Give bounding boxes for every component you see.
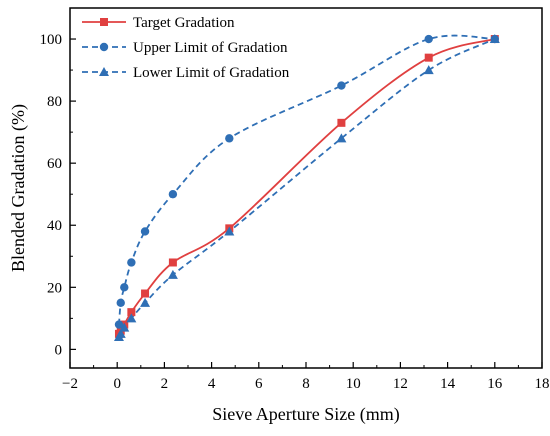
legend-upper-limit-of-gradation-marker <box>99 42 109 52</box>
y-tick-label: 40 <box>47 218 62 234</box>
upper-limit-of-gradation-point <box>140 227 150 236</box>
lower-limit-of-gradation-line <box>118 38 496 338</box>
axis-ticks: −2 0 2 4 6 8 10 12 14 16 18 0 20 40 60 80 100 <box>40 32 550 392</box>
x-tick-label: 16 <box>487 376 503 392</box>
x-axis-title: Sieve Aperture Size (mm) <box>212 404 399 425</box>
upper-limit-of-gradation-point <box>120 283 129 292</box>
target-gradation-point <box>168 258 177 267</box>
y-tick-label: 20 <box>47 280 62 296</box>
target-gradation-line <box>118 38 496 335</box>
legend: Target Gradation Upper Limit of Gradation… <box>82 15 290 81</box>
plot-frame <box>69 7 543 369</box>
legend-target-gradation-marker <box>100 18 108 26</box>
x-tick-label: 14 <box>440 376 456 392</box>
upper-limit-of-gradation-point <box>127 258 136 267</box>
target-gradation-point <box>127 308 136 317</box>
lower-limit-of-gradation-point <box>224 226 235 236</box>
legend-lower-limit-of-gradation-label: Lower Limit of Gradation <box>133 65 290 81</box>
target-gradation-point <box>141 289 150 298</box>
legend-upper-limit-of-gradation-label: Upper Limit of Gradation <box>133 40 288 56</box>
legend-lower-limit-of-gradation-marker <box>99 67 109 76</box>
lower-limit-of-gradation-point <box>115 328 126 338</box>
upper-limit-of-gradation-point <box>114 320 124 329</box>
lower-limit-of-gradation-point <box>119 322 130 332</box>
x-tick-label: 8 <box>302 376 310 392</box>
upper-limit-of-gradation-point <box>337 81 346 90</box>
upper-limit-of-gradation-point <box>168 190 178 199</box>
x-tick-label: 2 <box>161 376 169 392</box>
legend-target-gradation-label: Target Gradation <box>133 15 235 31</box>
upper-limit-of-gradation-point <box>116 298 125 308</box>
y-axis-title: Blended Gradation (%) <box>8 104 29 272</box>
lower-limit-of-gradation-point <box>126 313 137 323</box>
y-tick-label: 60 <box>47 156 62 172</box>
x-tick-label: 18 <box>535 376 550 392</box>
target-gradation-point <box>337 118 346 127</box>
x-tick-label: 6 <box>255 376 263 392</box>
upper-limit-of-gradation-point <box>424 34 433 44</box>
x-tick-label: 10 <box>346 376 361 392</box>
target-gradation-point <box>424 53 433 62</box>
x-tick-label: 12 <box>393 376 408 392</box>
lower-limit-of-gradation-point <box>140 297 151 307</box>
lower-limit-of-gradation-point <box>336 133 347 143</box>
x-tick-label: 0 <box>113 376 121 392</box>
series-layer <box>113 34 500 341</box>
upper-limit-of-gradation-point <box>225 134 234 143</box>
x-tick-label: 4 <box>208 376 216 392</box>
y-tick-label: 100 <box>40 32 63 48</box>
y-tick-label: 80 <box>47 94 62 110</box>
lower-limit-of-gradation-point <box>167 269 178 279</box>
y-tick-label: 0 <box>55 342 63 358</box>
lower-limit-of-gradation-point <box>489 34 500 44</box>
lower-limit-of-gradation-point <box>423 65 434 75</box>
x-tick-label: −2 <box>62 376 78 392</box>
